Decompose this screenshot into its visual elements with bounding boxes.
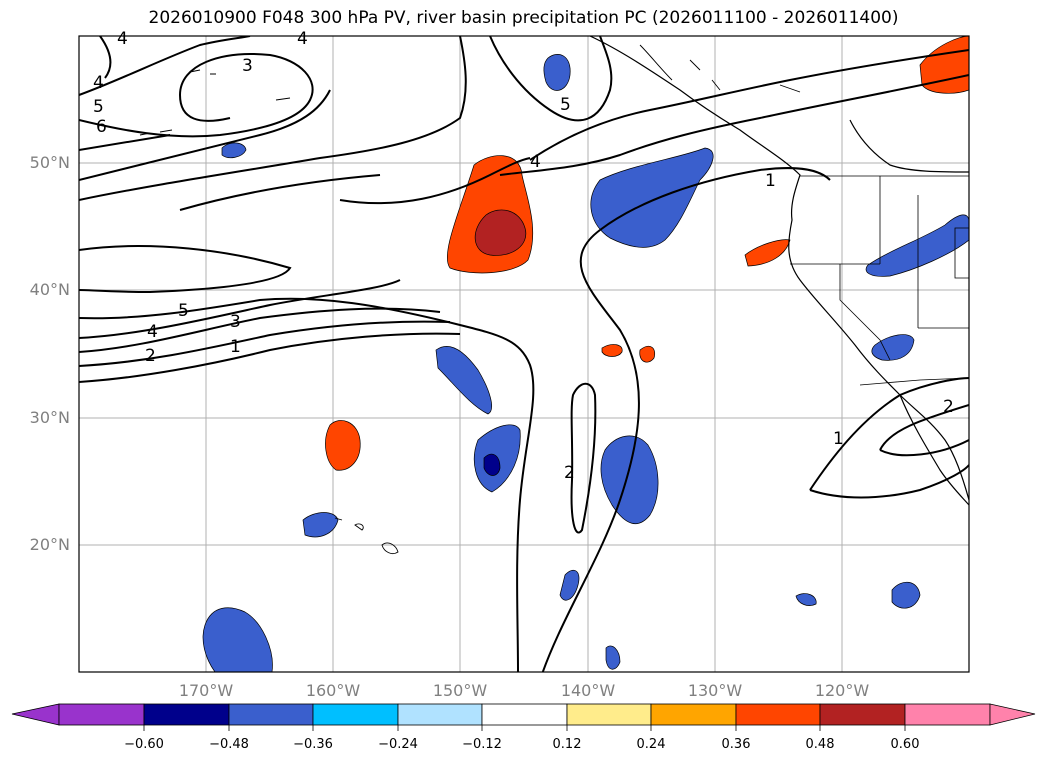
lat-label: 30°N xyxy=(29,408,70,427)
contour-label: 4 xyxy=(93,73,104,93)
anomaly-south-c xyxy=(795,593,817,606)
colorbar-bin xyxy=(58,703,145,726)
colorbar xyxy=(11,703,1036,731)
anomaly-alaska-small xyxy=(543,54,571,91)
precip-anomalies xyxy=(202,36,969,672)
colorbar-extend-min xyxy=(11,703,60,726)
anomaly-south-d xyxy=(891,582,921,609)
colorbar-label: 0.12 xyxy=(552,737,582,752)
colorbar-label: 0.36 xyxy=(721,737,751,752)
colorbar-label: 0.24 xyxy=(636,737,666,752)
contour-label: 5 xyxy=(178,301,189,321)
map-frame xyxy=(78,35,970,673)
colorbar-label: −0.12 xyxy=(462,737,502,752)
colorbar-bin xyxy=(819,703,906,726)
anomaly-sw-us xyxy=(871,334,915,361)
colorbar-label: 0.48 xyxy=(805,737,835,752)
lon-label: 150°W xyxy=(432,681,488,700)
contour-label: 1 xyxy=(833,429,844,449)
contour-label: 4 xyxy=(530,152,541,172)
colorbar-label: −0.48 xyxy=(209,737,249,752)
contour-labels: 4 4 3 4 5 6 5 4 5 3 4 1 2 1 2 1 2 xyxy=(93,29,954,483)
anomaly-hawaii xyxy=(302,512,339,538)
gridlines xyxy=(79,36,969,672)
anomaly-pacific-mid-a xyxy=(435,346,492,415)
anomaly-bc-positive xyxy=(919,36,969,94)
colorbar-bin xyxy=(735,703,821,726)
contour-label: 1 xyxy=(230,337,241,357)
anomaly-subtropic-neg-core xyxy=(483,453,501,476)
map-title: 2026010900 F048 300 hPa PV, river basin … xyxy=(148,8,899,28)
contour-label: 6 xyxy=(96,117,107,137)
anomaly-south-b xyxy=(605,645,621,670)
colorbar-bin xyxy=(143,703,230,726)
colorbar-bin xyxy=(312,703,399,726)
colorbar-bin xyxy=(904,703,991,726)
anomaly-aleutian xyxy=(221,142,247,159)
contour-label: 3 xyxy=(242,56,253,76)
anomaly-pacific-mid-c xyxy=(639,346,656,363)
lon-label: 170°W xyxy=(178,681,234,700)
anomaly-southwest xyxy=(202,607,273,672)
lon-label: 130°W xyxy=(687,681,743,700)
colorbar-label: 0.60 xyxy=(890,737,920,752)
islands xyxy=(139,44,801,555)
colorbar-bin xyxy=(650,703,737,726)
contour-label: 2 xyxy=(943,397,954,417)
lat-label: 20°N xyxy=(29,535,70,554)
colorbar-label: −0.36 xyxy=(293,737,333,752)
anomaly-pnw-negative xyxy=(590,147,714,248)
colorbar-bin xyxy=(566,703,652,726)
contour-label: 5 xyxy=(560,95,571,115)
anomaly-south-a xyxy=(559,569,580,601)
colorbar-label: −0.24 xyxy=(378,737,418,752)
lat-label: 40°N xyxy=(29,280,70,299)
contour-label: 3 xyxy=(230,312,241,332)
anomaly-subtropic-neg-b xyxy=(600,435,659,525)
colorbar-extend-max xyxy=(989,703,1036,726)
contour-label: 4 xyxy=(117,29,128,49)
anomaly-pacific-mid-b xyxy=(601,344,623,357)
anomaly-subtropic-positive xyxy=(325,420,361,471)
colorbar-bin xyxy=(228,703,314,726)
lon-label: 120°W xyxy=(814,681,870,700)
contour-label: 5 xyxy=(93,97,104,117)
anomaly-oregon-positive xyxy=(744,239,791,267)
colorbar-label: −0.60 xyxy=(124,737,164,752)
lon-label: 160°W xyxy=(305,681,361,700)
contour-label: 2 xyxy=(564,463,575,483)
contour-label: 2 xyxy=(145,346,156,366)
lat-label: 50°N xyxy=(29,153,70,172)
colorbar-bin xyxy=(481,703,568,726)
coastlines xyxy=(589,36,969,506)
colorbar-bin xyxy=(397,703,483,726)
pv-contours xyxy=(79,36,969,672)
anomaly-gulf-alaska-core xyxy=(474,209,527,256)
contour-label: 1 xyxy=(765,171,776,191)
contour-label: 4 xyxy=(147,322,158,342)
lon-label: 140°W xyxy=(560,681,616,700)
anomaly-intermountain xyxy=(865,214,969,277)
contour-label: 4 xyxy=(297,29,308,49)
